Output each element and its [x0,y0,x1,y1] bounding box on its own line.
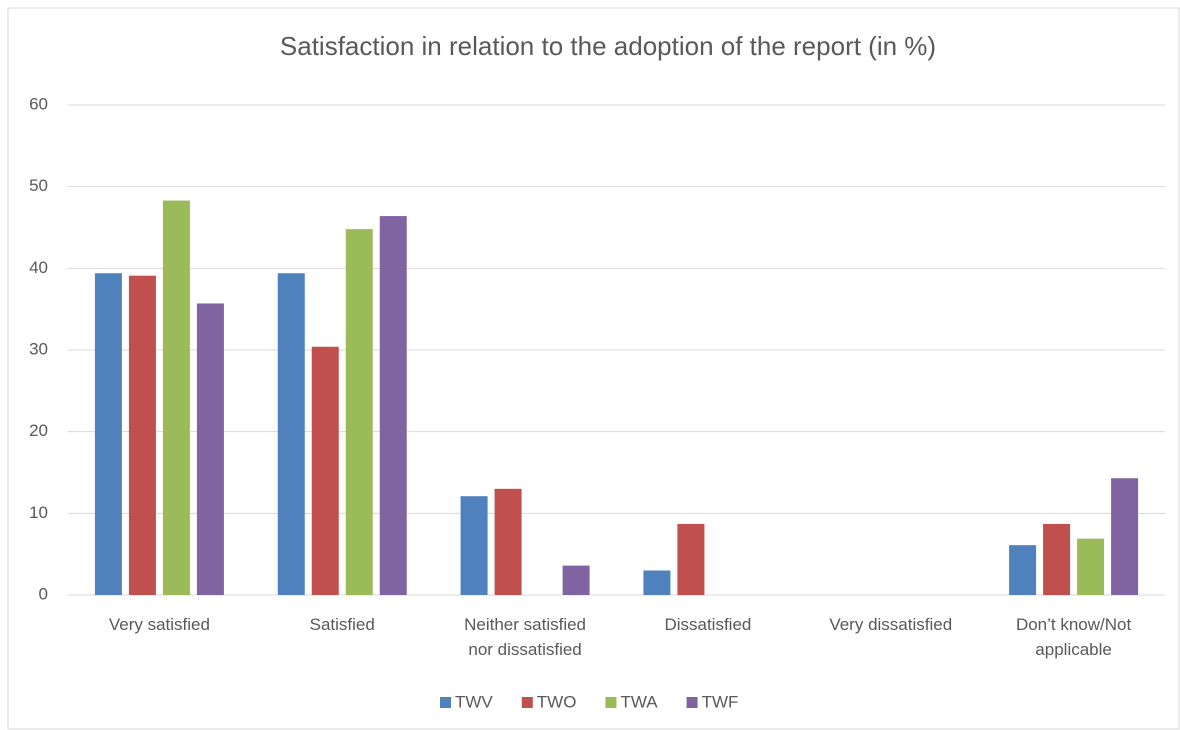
legend-swatch [686,697,698,708]
legend-label: TWV [455,692,493,711]
bar [196,303,224,595]
legend-swatch [440,697,451,708]
bar [1043,523,1071,595]
bar [1077,538,1105,595]
x-tick-label: Dissatisfied [664,615,751,634]
x-tick-label: Satisfied [310,615,375,634]
bar [128,275,156,595]
y-tick-label: 50 [29,176,48,195]
bar [94,273,122,595]
legend-label: TWF [702,692,739,711]
x-tick-label: Don’t know/Not applicable [1016,615,1132,659]
bar [162,200,190,596]
x-tick-label: Very satisfied [109,615,210,634]
y-tick-label: 60 [29,94,48,113]
legend-label: TWA [620,692,658,711]
bar [311,346,339,595]
bar [460,496,488,595]
bar [1111,478,1139,595]
legend-label: TWO [537,692,577,711]
y-tick-label: 10 [29,503,48,522]
chart-title: Satisfaction in relation to the adoption… [280,31,936,61]
bar [379,216,407,596]
bar [1009,545,1037,595]
bar [277,273,305,595]
bar [677,523,705,595]
y-tick-label: 40 [29,258,48,277]
y-tick-label: 30 [29,339,48,358]
legend-swatch [605,697,617,708]
bar [562,565,590,595]
bar [494,488,522,595]
x-tick-label: Neither satisfied nor dissatisfied [464,615,586,659]
y-tick-label: 0 [39,584,48,603]
legend-swatch [521,697,533,708]
x-tick-label: Very dissatisfied [829,615,952,634]
y-tick-label: 20 [29,421,48,440]
bar [643,570,671,595]
bar [345,229,373,595]
